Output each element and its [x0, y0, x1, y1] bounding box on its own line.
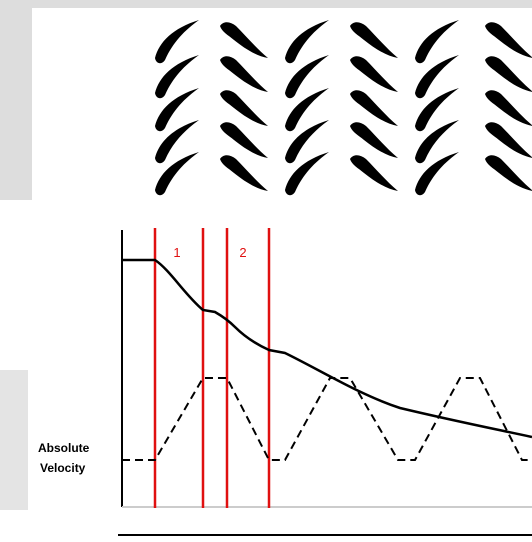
axis-label: Velocity	[40, 461, 86, 475]
velocity-curve	[122, 377, 532, 461]
frame-top	[0, 0, 532, 8]
pressure-curve	[122, 258, 532, 439]
frame-left	[0, 0, 32, 200]
stage-dividers	[153, 228, 271, 508]
frame-left-lower	[0, 370, 28, 510]
stage-label: 2	[239, 245, 246, 260]
stage-label: 1	[173, 245, 180, 260]
axis-label: Absolute	[38, 441, 90, 455]
